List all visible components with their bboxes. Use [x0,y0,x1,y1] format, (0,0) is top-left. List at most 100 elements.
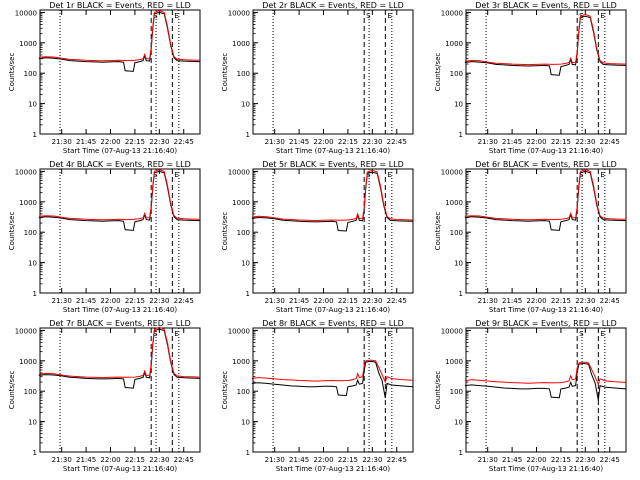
y-tick-label: 100 [24,70,37,78]
x-tick-label: 21:30 [52,138,72,146]
lld-series-line [251,169,414,222]
lld-series-line [38,10,201,62]
marker-label: E [600,12,604,20]
x-tick-label: 22:00 [526,138,546,146]
x-tick-label: 22:45 [387,297,407,305]
x-tick-label: 21:30 [478,456,498,464]
events-series-line [464,15,627,76]
plot-frame [252,9,414,135]
y-axis-label: Counts/sec [8,371,16,410]
y-tick-label: 1000 [445,358,463,366]
x-tick-label: 22:15 [125,138,145,146]
marker-label: S [153,330,158,338]
y-tick-label: 10 [241,260,250,268]
panel-title: Det 7r BLACK = Events, RED = LLD [49,319,191,328]
x-tick-label: 22:45 [600,297,620,305]
y-tick-label: 100 [450,70,463,78]
x-tick-label: 21:45 [76,297,96,305]
marker-label: S [366,171,371,179]
y-axis-label: Counts/sec [434,53,442,92]
x-tick-label: 22:30 [575,138,595,146]
x-tick-label: 22:30 [149,297,169,305]
y-tick-label: 10000 [228,327,250,335]
x-axis-label: Start Time (07-Aug-13 21:16:40) [489,465,603,473]
panel-7: Det 7r BLACK = Events, RED = LLD Counts/s… [8,319,201,473]
panel-8: Det 8r BLACK = Events, RED = LLD Counts/s… [221,319,414,473]
x-tick-label: 21:45 [289,456,309,464]
marker-label: E [387,330,391,338]
y-axis-label: Counts/sec [8,212,16,251]
x-tick-label: 21:45 [76,456,96,464]
y-axis-label: Counts/sec [221,371,229,410]
x-tick-label: 22:00 [526,297,546,305]
x-tick-label: 21:30 [52,456,72,464]
panel-title: Det 9r BLACK = Events, RED = LLD [475,319,617,328]
x-tick-label: 22:30 [149,456,169,464]
y-axis-label: Counts/sec [221,53,229,92]
y-tick-label: 1 [246,131,250,139]
y-tick-label: 1 [459,449,463,457]
panel-1: Det 1r BLACK = Events, RED = LLD Counts/s… [8,1,201,155]
panel-title: Det 6r BLACK = Events, RED = LLD [475,160,617,169]
y-tick-label: 10000 [228,9,250,17]
plot-frame [465,327,627,453]
x-tick-label: 22:15 [551,138,571,146]
x-tick-label: 22:15 [551,456,571,464]
x-tick-label: 22:15 [338,456,358,464]
y-tick-label: 1 [33,131,37,139]
x-tick-label: 22:45 [174,297,194,305]
y-tick-label: 10000 [15,9,37,17]
x-tick-label: 22:00 [100,297,120,305]
plot-frame [39,168,201,294]
x-tick-label: 22:30 [575,297,595,305]
plot-frame [252,327,414,453]
y-tick-label: 1000 [445,40,463,48]
x-tick-label: 22:30 [362,138,382,146]
marker-label: S [153,12,158,20]
x-tick-label: 22:45 [387,138,407,146]
x-tick-label: 21:45 [289,138,309,146]
plot-frame [465,168,627,294]
x-tick-label: 22:00 [313,456,333,464]
x-tick-label: 22:15 [338,138,358,146]
x-tick-label: 22:00 [313,138,333,146]
y-tick-label: 1 [459,290,463,298]
y-tick-label: 10 [28,260,37,268]
x-axis-label: Start Time (07-Aug-13 21:16:40) [276,147,390,155]
y-tick-label: 1000 [232,199,250,207]
lld-series-line [251,359,414,384]
x-tick-label: 22:45 [387,456,407,464]
marker-label: S [579,171,584,179]
x-tick-label: 21:45 [502,138,522,146]
y-tick-label: 100 [450,388,463,396]
x-tick-label: 22:45 [600,138,620,146]
y-tick-label: 10 [241,419,250,427]
y-tick-label: 10000 [228,168,250,176]
lld-series-line [38,169,201,221]
panel-9: Det 9r BLACK = Events, RED = LLD Counts/s… [434,319,627,473]
y-tick-label: 100 [237,229,250,237]
y-axis-label: Counts/sec [8,53,16,92]
x-axis-label: Start Time (07-Aug-13 21:16:40) [276,306,390,314]
events-series-line [251,171,414,232]
events-series-line [38,11,201,72]
events-series-line [464,170,627,231]
plot-frame [252,168,414,294]
lld-series-line [464,13,627,66]
panel-3: Det 3r BLACK = Events, RED = LLD Counts/s… [434,1,627,155]
x-tick-label: 22:15 [125,297,145,305]
x-tick-label: 21:30 [265,138,285,146]
y-tick-label: 10 [28,101,37,109]
x-tick-label: 22:30 [362,297,382,305]
y-tick-label: 100 [237,388,250,396]
marker-label: E [387,171,391,179]
y-tick-label: 10 [28,419,37,427]
x-tick-label: 22:45 [174,138,194,146]
lld-series-line [464,169,627,221]
x-axis-label: Start Time (07-Aug-13 21:16:40) [276,465,390,473]
y-tick-label: 100 [24,388,37,396]
panel-5: Det 5r BLACK = Events, RED = LLD Counts/s… [221,160,414,314]
x-tick-label: 21:30 [265,297,285,305]
x-axis-label: Start Time (07-Aug-13 21:16:40) [489,147,603,155]
x-tick-label: 21:30 [478,297,498,305]
